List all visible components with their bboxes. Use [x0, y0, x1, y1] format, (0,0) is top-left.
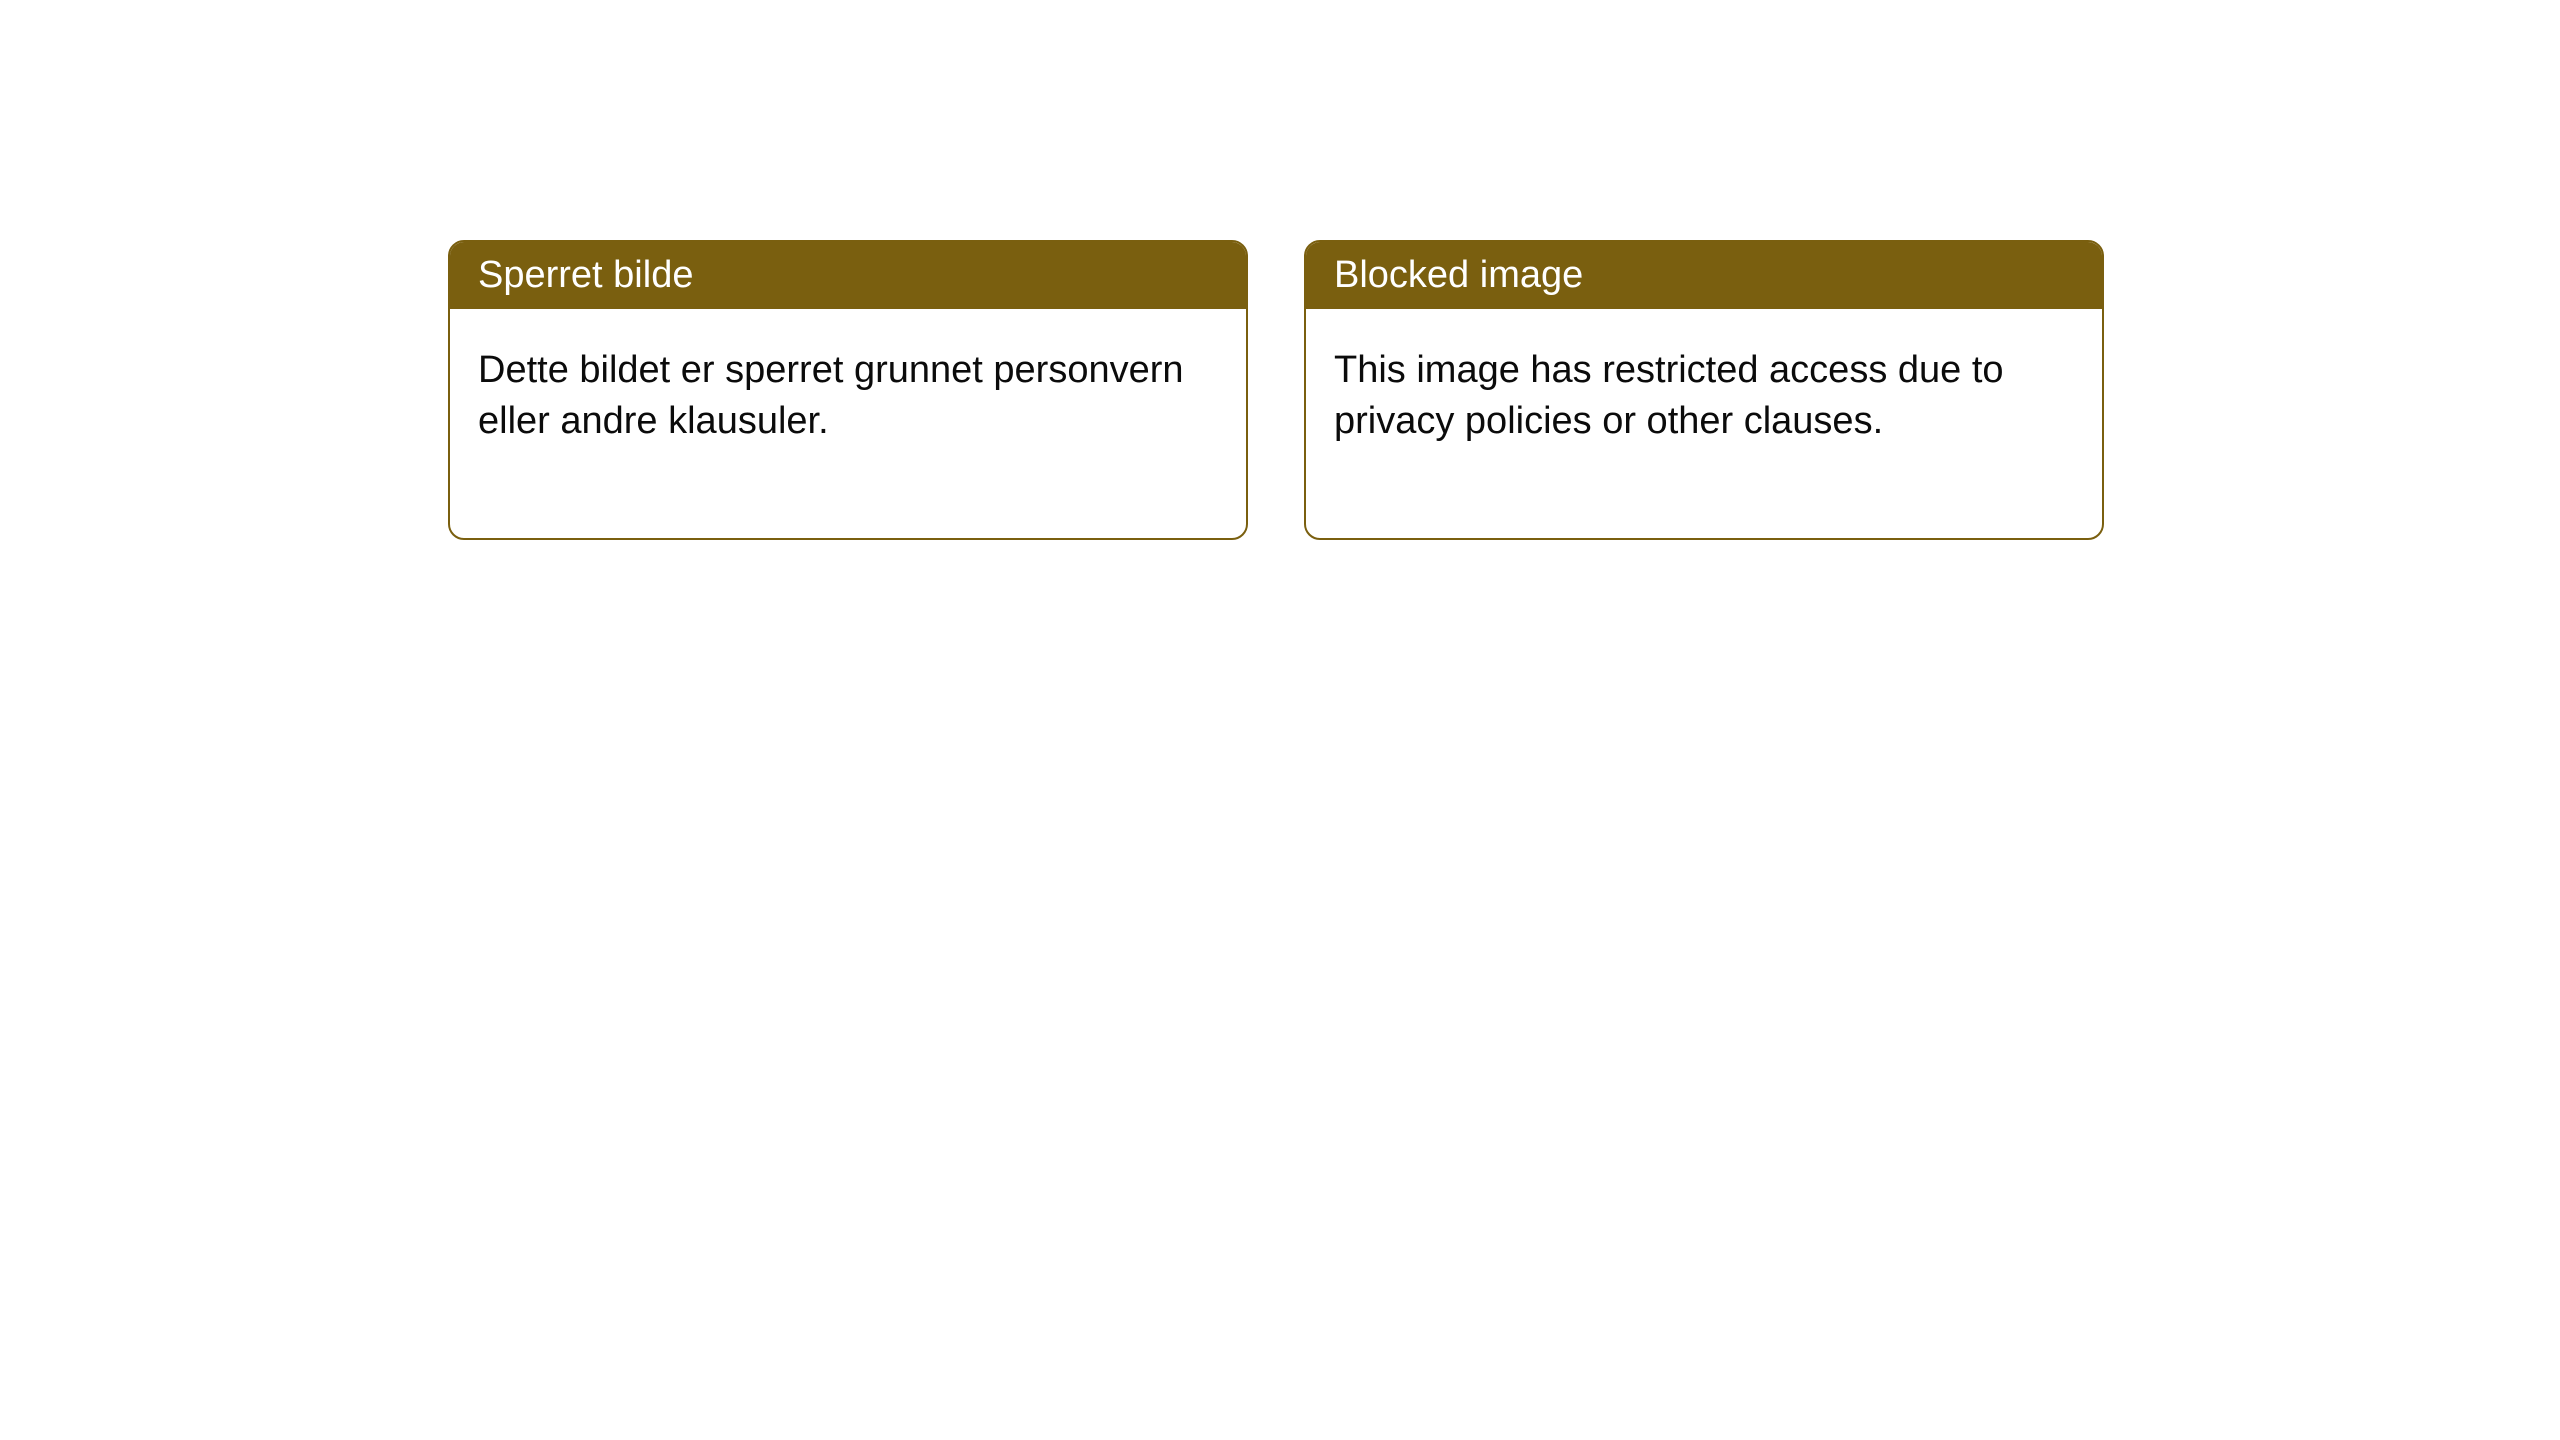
- notice-cards-row: Sperret bilde Dette bildet er sperret gr…: [448, 240, 2104, 540]
- notice-card-header: Blocked image: [1306, 242, 2102, 309]
- notice-card-body: Dette bildet er sperret grunnet personve…: [450, 309, 1246, 538]
- notice-card-title: Blocked image: [1334, 254, 1583, 296]
- notice-card-english: Blocked image This image has restricted …: [1304, 240, 2104, 540]
- notice-card-body: This image has restricted access due to …: [1306, 309, 2102, 538]
- notice-card-header: Sperret bilde: [450, 242, 1246, 309]
- notice-card-text: This image has restricted access due to …: [1334, 349, 2004, 442]
- notice-card-title: Sperret bilde: [478, 254, 693, 296]
- notice-card-norwegian: Sperret bilde Dette bildet er sperret gr…: [448, 240, 1248, 540]
- notice-card-text: Dette bildet er sperret grunnet personve…: [478, 349, 1184, 442]
